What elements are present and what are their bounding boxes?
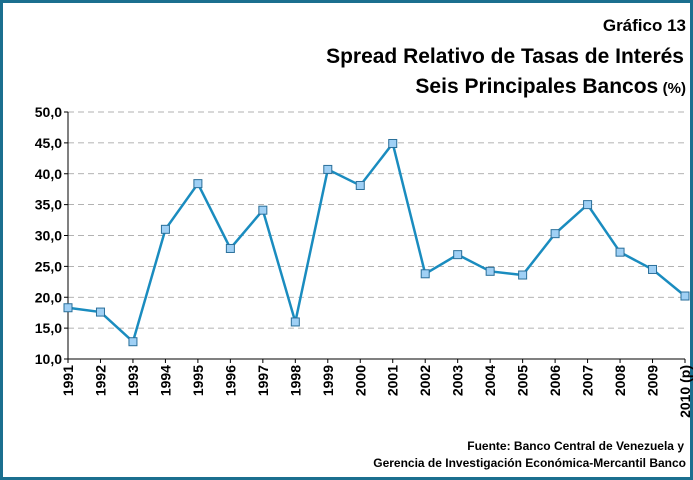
marker — [63, 303, 73, 313]
marker — [193, 179, 203, 189]
y-tick-label: 15,0 — [35, 320, 62, 336]
x-tick-label: 1991 — [60, 365, 76, 396]
chart-label: Gráfico 13 — [603, 16, 686, 35]
marker — [518, 270, 528, 280]
x-tick-label: 2006 — [547, 365, 563, 396]
marker — [550, 229, 560, 239]
x-tick-label: 1996 — [222, 365, 238, 396]
marker — [258, 205, 268, 215]
y-tick-label: 40,0 — [35, 166, 62, 182]
marker — [680, 291, 690, 301]
source: Gerencia de Investigación Económica-Merc… — [373, 456, 686, 470]
marker — [95, 307, 105, 317]
unit: (%) — [663, 80, 686, 97]
x-tick-label: 2003 — [450, 365, 466, 396]
marker — [225, 243, 235, 253]
marker — [323, 164, 333, 174]
y-tick-label: 35,0 — [35, 197, 62, 213]
x-tick-label: 1993 — [125, 365, 141, 396]
x-tick-label: 2004 — [482, 365, 498, 396]
chart-subtitle: Seis Principales Bancos (%) — [415, 75, 686, 98]
y-tick-label: 20,0 — [35, 289, 62, 305]
x-tick-label: 1997 — [255, 365, 271, 396]
x-tick-label: 2009 — [645, 365, 661, 396]
marker — [160, 224, 170, 234]
x-tick-label: 2008 — [612, 365, 628, 396]
x-tick-label: 2000 — [352, 365, 368, 396]
x-tick-label: 2001 — [385, 365, 401, 396]
marker — [355, 180, 365, 190]
marker — [128, 337, 138, 347]
marker — [615, 247, 625, 257]
x-tick-label: 2005 — [515, 365, 531, 396]
y-tick-label: 50,0 — [35, 104, 62, 120]
x-tick-label: 2010 (p) — [677, 365, 693, 418]
source: Fuente: Banco Central de Venezuela y — [467, 439, 684, 453]
x-tick-label: 2007 — [580, 365, 596, 396]
marker — [420, 269, 430, 279]
subtitle-text: Seis Principales Bancos — [415, 75, 658, 98]
marker — [583, 200, 593, 210]
y-tick-label: 25,0 — [35, 258, 62, 274]
y-tick-label: 45,0 — [35, 135, 62, 151]
marker — [485, 266, 495, 276]
x-tick-label: 1998 — [287, 365, 303, 396]
marker — [453, 250, 463, 260]
marker — [290, 317, 300, 327]
chart-title: Spread Relativo de Tasas de Interés — [326, 45, 684, 68]
x-tick-label: 1992 — [92, 365, 108, 396]
x-tick-label: 1995 — [190, 365, 206, 396]
line — [67, 140, 686, 344]
x-tick-label: 1994 — [157, 365, 173, 396]
marker — [648, 264, 658, 274]
y-tick-label: 10,0 — [35, 351, 62, 367]
x-tick-label: 1999 — [320, 365, 336, 396]
x-tick-label: 2002 — [417, 365, 433, 396]
y-tick-label: 30,0 — [35, 228, 62, 244]
marker — [388, 138, 398, 148]
